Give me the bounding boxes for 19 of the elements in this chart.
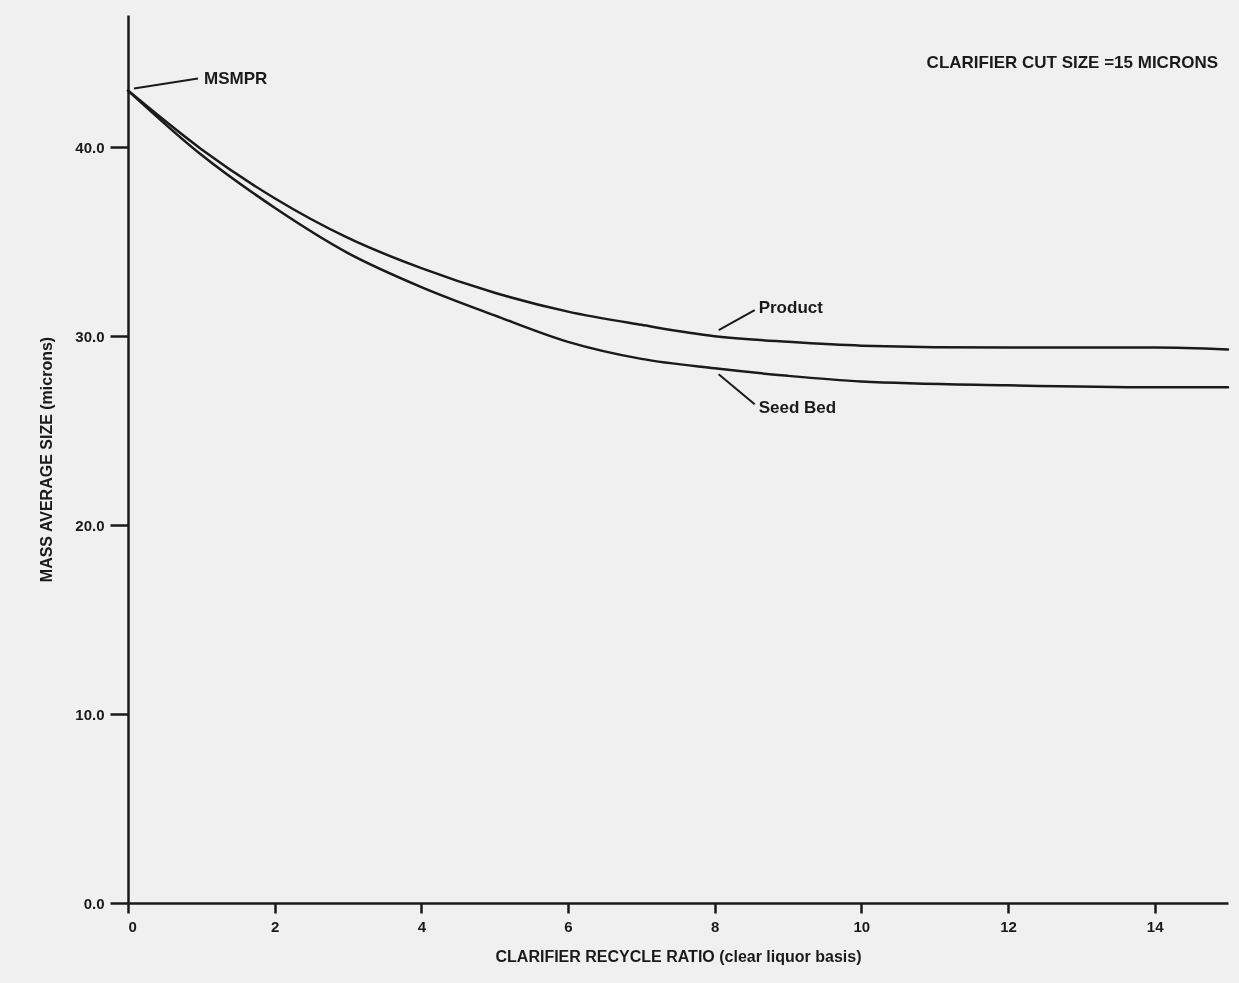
x-tick-label: 6 <box>564 917 573 935</box>
annotation: MSMPR <box>204 68 268 88</box>
x-tick-label: 8 <box>710 917 720 935</box>
annotation: CLARIFIER CUT SIZE =15 MICRONS <box>926 53 1218 72</box>
x-tick-label: 2 <box>270 917 280 935</box>
x-tick-label: 14 <box>1146 917 1165 935</box>
y-tick-label: 30.0 <box>75 327 105 345</box>
x-tick-label: 4 <box>417 917 427 935</box>
y-tick-label: 20.0 <box>75 516 105 534</box>
x-axis-title: CLARIFIER RECYCLE RATIO (clear liquor basis) <box>495 947 862 965</box>
y-axis-title: MASS AVERAGE SIZE (microns) <box>38 336 56 583</box>
x-tick-label: 0 <box>128 917 137 935</box>
y-tick-label: 10.0 <box>75 705 105 723</box>
series-label: Seed Bed <box>758 398 837 418</box>
y-tick-label: 40.0 <box>75 138 105 156</box>
x-tick-label: 10 <box>853 917 871 935</box>
x-tick-label: 12 <box>1000 917 1017 935</box>
y-tick-label: 0.0 <box>83 894 105 912</box>
series-label: Product <box>758 298 824 318</box>
